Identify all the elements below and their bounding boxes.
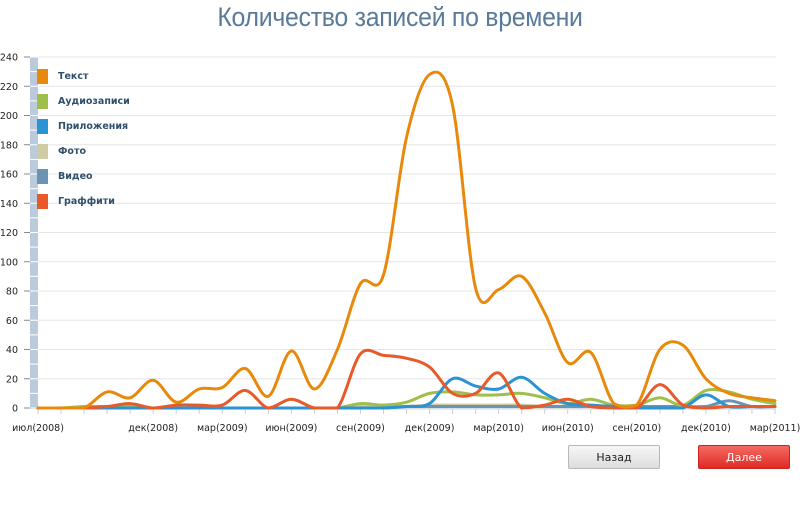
page-title: Количество записей по времени [217,2,583,32]
y-tick-label: 20 [6,374,18,385]
line-chart: 0 20 40 60 80 100 120 140 160 180 200 220 240 июл(20… [0,53,800,435]
y-tick-label: 120 [0,228,18,239]
x-tick-label: сен(2009) [336,423,385,434]
series-line-6 [36,348,777,410]
legend-label: Фото [58,146,86,157]
x-tick-label: сен(2010) [612,423,661,434]
x-tick-label: дек(2008) [128,423,178,434]
y-tick-label: 220 [0,82,18,93]
x-tick-label: дек(2009) [405,423,455,434]
legend-swatch-icon [37,69,48,84]
legend-label: Граффити [58,196,115,207]
x-tick-label: июн(2010) [542,423,594,434]
y-tick-label: 180 [0,140,18,151]
legend-swatch-icon [37,119,48,134]
x-tick-label: июл(2008) [12,423,64,434]
chart-series [36,70,777,410]
y-tick-label: 140 [0,199,18,210]
legend-swatch-icon [37,194,48,209]
y-tick-label: 100 [0,257,18,268]
legend-item[interactable]: Текст [37,64,130,89]
x-tick-label: мар(2010) [473,423,524,434]
legend-swatch-icon [37,94,48,109]
legend-item[interactable]: Видео [37,164,130,189]
x-tick-label: мар(2011) [750,423,800,434]
x-tick-label: июн(2009) [265,423,317,434]
legend-item[interactable]: Аудиозаписи [37,89,130,114]
grid-lines [38,56,776,409]
legend-label: Приложения [58,121,129,132]
y-tick-label: 40 [6,345,18,356]
y-tick-label: 200 [0,111,18,122]
legend-label: Видео [58,171,93,182]
y-tick-label: 80 [6,287,18,298]
x-tick-label: мар(2009) [197,423,248,434]
legend: Текст Аудиозаписи Приложения Фото Видео Графф… [37,64,130,214]
y-tick-label: 60 [6,316,18,327]
series-line-1 [36,70,777,410]
legend-item[interactable]: Приложения [37,114,130,139]
y-tick-label: 0 [12,404,18,415]
y-tick-label: 240 [0,53,18,64]
y-axis-labels: 0 20 40 60 80 100 120 140 160 180 200 220 240 [0,53,30,415]
x-axis-labels: июл(2008) дек(2008) мар(2009) июн(2009) сен(… [12,409,800,434]
next-button[interactable]: Далее [698,445,790,469]
legend-label: Текст [58,71,89,82]
legend-swatch-icon [37,144,48,159]
back-button[interactable]: Назад [568,445,660,469]
legend-item[interactable]: Граффити [37,189,130,214]
legend-item[interactable]: Фото [37,139,130,164]
x-tick-label: дек(2010) [681,423,731,434]
legend-swatch-icon [37,169,48,184]
y-tick-label: 160 [0,170,18,181]
legend-label: Аудиозаписи [58,96,130,107]
